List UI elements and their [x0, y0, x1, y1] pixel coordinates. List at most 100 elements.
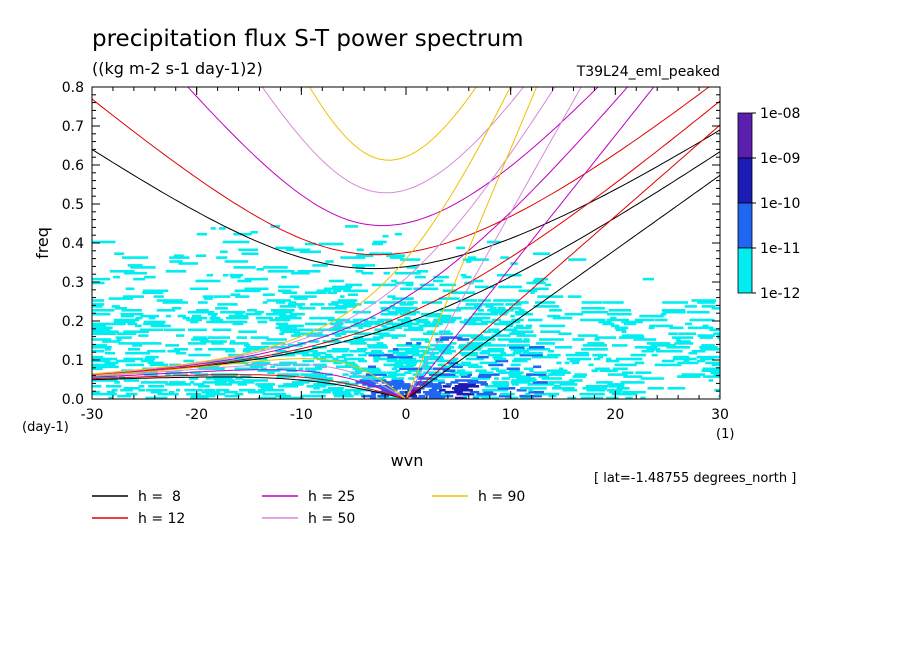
heatmap-cell	[654, 318, 668, 322]
heatmap-cell	[361, 271, 374, 275]
heatmap-cell	[219, 250, 228, 254]
heatmap-cell	[509, 369, 521, 372]
heatmap-cell	[165, 314, 172, 318]
heatmap-cell	[306, 334, 329, 337]
heatmap-cell	[474, 305, 482, 308]
heatmap-cell	[372, 242, 383, 246]
heatmap-cell	[201, 390, 220, 394]
heatmap-cell	[197, 301, 208, 304]
heatmap-cell	[141, 381, 168, 384]
heatmap-cell	[257, 385, 273, 388]
heatmap-cell	[495, 359, 509, 363]
heatmap-cell	[330, 338, 339, 341]
heatmap-cell	[342, 373, 349, 376]
heatmap-cell	[138, 334, 149, 337]
heatmap-cell	[92, 332, 116, 335]
heatmap-cell	[655, 349, 683, 353]
heatmap-cell	[402, 387, 425, 390]
heatmap-cell	[333, 361, 343, 365]
heatmap-cell	[691, 299, 716, 302]
heatmap-cell	[214, 383, 233, 386]
heatmap-cell	[516, 324, 524, 328]
heatmap-cell	[192, 314, 202, 318]
heatmap-cell	[646, 342, 671, 345]
heatmap-cell	[244, 277, 268, 281]
heatmap-cell	[105, 348, 111, 351]
heatmap-cell	[403, 371, 412, 374]
heatmap-cell	[255, 383, 276, 386]
heatmap-cell	[335, 320, 343, 324]
heatmap-cell	[215, 388, 230, 392]
heatmap-cell	[447, 361, 459, 365]
heatmap-cell	[608, 385, 625, 388]
heatmap-cell	[449, 342, 457, 345]
heatmap-cell	[299, 250, 321, 254]
heatmap-cell	[302, 359, 314, 363]
heatmap-cell	[331, 348, 350, 351]
heatmap-cell	[717, 336, 720, 339]
heatmap-cell	[262, 293, 275, 296]
heatmap-cell	[111, 305, 120, 308]
heatmap-cell	[145, 355, 159, 359]
heatmap-cell	[214, 295, 231, 298]
heatmap-cell	[513, 357, 532, 361]
heatmap-cell	[418, 394, 426, 398]
heatmap-cell	[439, 309, 462, 312]
heatmap-cell	[483, 390, 494, 394]
heatmap-cell	[92, 392, 117, 396]
heatmap-cell	[498, 371, 524, 374]
heatmap-cell	[254, 310, 264, 314]
heatmap-cell	[435, 340, 444, 343]
heatmap-cell	[468, 316, 491, 320]
heatmap-cell	[370, 316, 376, 320]
heatmap-cell	[421, 385, 443, 388]
heatmap-cell	[344, 388, 372, 392]
heatmap-cell	[349, 349, 366, 353]
heatmap-cell	[294, 349, 319, 353]
heatmap-cell	[394, 232, 402, 236]
heatmap-cell	[404, 316, 411, 320]
heatmap-cell	[297, 270, 321, 273]
heatmap-cell	[189, 287, 209, 291]
heatmap-cell	[416, 371, 421, 374]
heatmap-cell	[92, 349, 105, 353]
heatmap-cell	[289, 312, 305, 316]
heatmap-cell	[538, 375, 550, 378]
heatmap-cell	[497, 307, 506, 310]
heatmap-cell	[218, 227, 226, 230]
heatmap-cell	[537, 351, 543, 355]
heatmap-cell	[438, 349, 456, 353]
heatmap-cell	[92, 277, 111, 281]
heatmap-cell	[449, 371, 473, 374]
heatmap-cell	[327, 387, 344, 390]
heatmap-cell	[541, 377, 562, 380]
heatmap-cell	[369, 396, 377, 399]
heatmap-cell	[395, 369, 401, 372]
heatmap-cell	[212, 359, 220, 363]
heatmap-cell	[490, 367, 500, 371]
heatmap-cell	[472, 312, 499, 316]
heatmap-cell	[344, 225, 359, 228]
heatmap-cell	[456, 363, 479, 367]
x-tick-label: -10	[290, 407, 313, 423]
heatmap-cell	[588, 363, 594, 367]
heatmap-cell	[147, 361, 164, 365]
heatmap-cell	[127, 348, 140, 351]
heatmap-cell	[376, 342, 384, 345]
heatmap-cell	[206, 377, 212, 380]
heatmap-cell	[544, 283, 552, 287]
heatmap-cell	[499, 394, 511, 398]
heatmap-cell	[701, 344, 715, 347]
heatmap-cell	[210, 227, 216, 230]
heatmap-cell	[386, 359, 403, 363]
heatmap-cell	[139, 328, 163, 332]
heatmap-cell	[467, 373, 473, 376]
heatmap-cell	[533, 305, 560, 308]
heatmap-cell	[206, 273, 214, 277]
heatmap-cell	[436, 359, 457, 363]
heatmap-cell	[118, 342, 141, 345]
dispersion-curve-h8-kelvin	[405, 174, 720, 399]
heatmap-cell	[306, 369, 317, 372]
heatmap-cell	[648, 326, 655, 330]
heatmap-cell	[575, 351, 589, 355]
